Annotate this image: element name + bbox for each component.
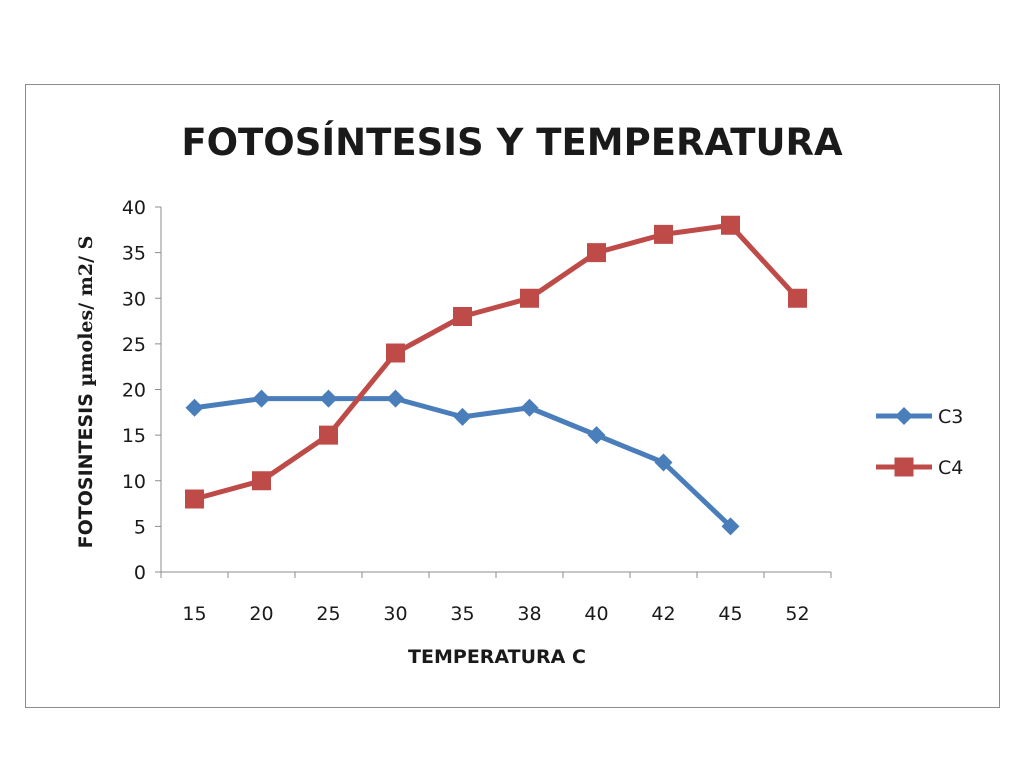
data-point-c3 bbox=[185, 398, 204, 417]
data-point-c4 bbox=[721, 215, 740, 235]
y-tick-label: 30 bbox=[122, 288, 146, 310]
data-point-c3 bbox=[319, 389, 338, 408]
legend-marker-c3 bbox=[895, 407, 913, 425]
y-axis-title-unit: µmoles/ m2/ S bbox=[75, 236, 97, 387]
x-tick-label: 40 bbox=[584, 603, 608, 625]
data-point-c4 bbox=[386, 343, 405, 363]
data-point-c4 bbox=[654, 224, 673, 244]
data-point-c3 bbox=[520, 398, 539, 417]
x-tick-label: 42 bbox=[651, 603, 675, 625]
data-point-c4 bbox=[788, 288, 807, 308]
series-c3 bbox=[185, 389, 740, 536]
x-tick-label: 52 bbox=[785, 603, 809, 625]
y-tick-label: 10 bbox=[122, 471, 146, 493]
legend-item-c4: C4 bbox=[876, 457, 963, 479]
y-axis-title: FOTOSINTESIS µmoles/ m2/ S bbox=[75, 236, 97, 549]
x-tick-label: 20 bbox=[249, 603, 273, 625]
x-tick-label: 35 bbox=[450, 603, 474, 625]
legend: C3 C4 bbox=[876, 406, 963, 479]
legend-label: C3 bbox=[938, 406, 963, 428]
x-tick-label: 15 bbox=[182, 603, 206, 625]
data-point-c4 bbox=[252, 471, 271, 491]
series-c4 bbox=[185, 215, 807, 509]
chart-frame bbox=[25, 84, 1000, 708]
y-tick-label: 5 bbox=[134, 516, 146, 538]
y-tick-label: 35 bbox=[122, 243, 146, 265]
legend-item-c3: C3 bbox=[876, 406, 963, 428]
data-point-c4 bbox=[319, 425, 338, 445]
data-point-c4 bbox=[520, 288, 539, 308]
x-tick-label: 45 bbox=[718, 603, 742, 625]
svg-text:FOTOSINTESIS µmoles/ m2/ S: FOTOSINTESIS µmoles/ m2/ S bbox=[75, 236, 97, 549]
data-point-c3 bbox=[386, 389, 405, 408]
y-axis-title-main: FOTOSINTESIS bbox=[75, 386, 97, 548]
y-tick-label: 25 bbox=[122, 334, 146, 356]
x-ticks: 15 20 25 30 35 38 40 42 45 52 bbox=[160, 572, 832, 625]
x-tick-label: 25 bbox=[316, 603, 340, 625]
y-tick-label: 15 bbox=[122, 425, 146, 447]
y-tick-label: 20 bbox=[122, 380, 146, 402]
y-tick-label: 0 bbox=[134, 562, 146, 584]
y-tick-label: 40 bbox=[122, 197, 146, 219]
legend-marker-c4 bbox=[894, 457, 914, 477]
data-point-c4 bbox=[587, 243, 606, 263]
legend-label: C4 bbox=[938, 457, 963, 479]
series-layer bbox=[185, 215, 807, 536]
x-tick-label: 38 bbox=[517, 603, 541, 625]
data-point-c3 bbox=[252, 389, 271, 408]
series-line-c4 bbox=[193, 222, 800, 502]
data-point-c3 bbox=[721, 517, 740, 536]
data-point-c4 bbox=[453, 307, 472, 326]
y-ticks: 0 5 10 15 20 25 30 35 40 bbox=[122, 197, 161, 584]
data-point-c3 bbox=[654, 453, 673, 472]
x-tick-label: 30 bbox=[383, 603, 407, 625]
data-point-c4 bbox=[185, 489, 204, 509]
data-point-c3 bbox=[587, 426, 606, 445]
chart-title: FOTOSÍNTESIS Y TEMPERATURA bbox=[181, 120, 843, 164]
x-axis-title: TEMPERATURA C bbox=[408, 646, 586, 668]
data-point-c3 bbox=[453, 407, 472, 426]
